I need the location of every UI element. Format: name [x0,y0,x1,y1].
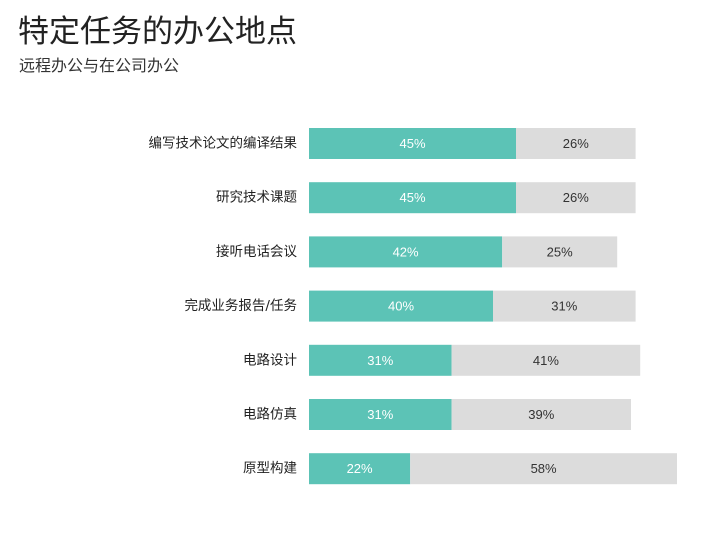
bar-remote [309,236,503,268]
data-label-remote: 42% [393,244,419,259]
data-label-office: 25% [547,244,573,259]
category-label: 编写技术论文的编译结果 [149,136,298,152]
chart-subtitle: 远程办公与在公司办公 [19,56,180,75]
bar-remote [309,344,452,376]
data-label-remote: 22% [347,461,373,476]
bar-office [502,236,618,268]
data-label-remote: 40% [388,299,414,314]
bar-office [516,128,636,159]
chart-title: 特定任务的办公地点 [18,14,297,50]
bar-remote [309,182,516,214]
data-label-office: 58% [531,461,557,476]
bar-office [516,182,636,214]
category-label: 电路设计 [243,352,297,368]
bar-office [410,453,677,485]
category-label: 电路仿真 [243,407,297,423]
bar-remote [309,453,411,485]
category-label: 研究技术课题 [216,190,297,206]
bar-remote [309,290,493,322]
data-label-office: 31% [551,299,577,314]
bar-remote [309,128,516,159]
category-label: 原型构建 [243,461,297,477]
data-label-remote: 45% [399,136,425,151]
bar-remote [309,399,452,430]
data-label-office: 41% [533,353,559,368]
category-label: 完成业务报告/任务 [184,298,297,314]
data-label-office: 39% [528,407,554,422]
bar-office [451,399,631,430]
data-label-remote: 31% [367,353,393,368]
data-label-remote: 45% [399,190,425,205]
category-label: 接听电话会议 [216,243,297,260]
data-label-office: 26% [563,190,589,205]
bar-office [451,344,641,376]
bar-office [493,290,636,322]
data-label-office: 26% [563,136,589,151]
data-label-remote: 31% [367,407,393,422]
